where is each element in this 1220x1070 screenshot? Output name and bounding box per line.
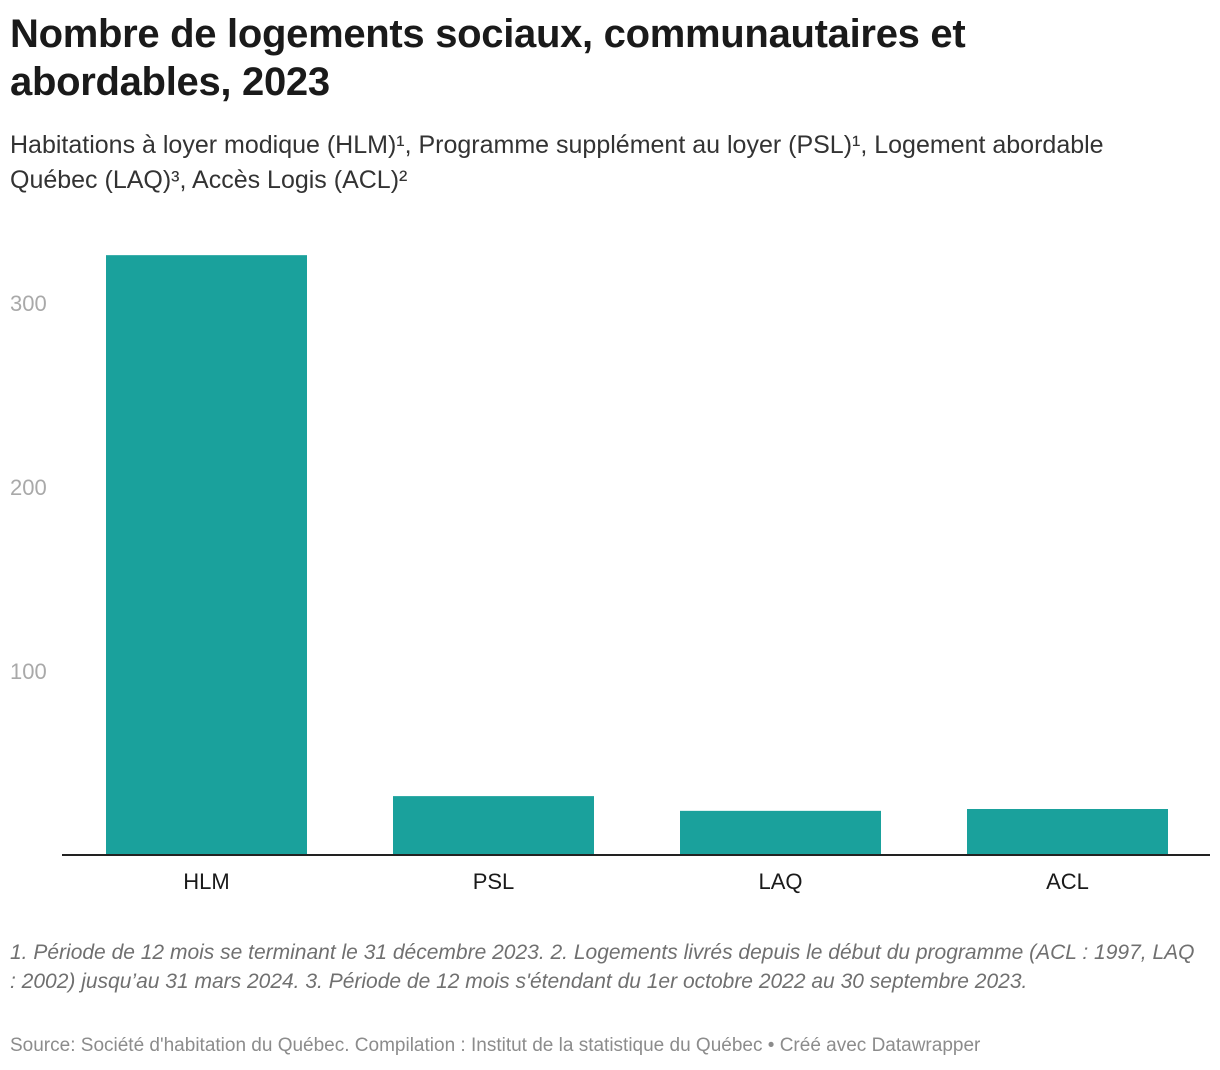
bar-acl[interactable] [967, 809, 1168, 855]
bar-chart: 100 200 300 HLM PSL LAQ ACL [10, 255, 1210, 894]
chart-title: Nombre de logements sociaux, communautai… [10, 12, 966, 104]
source-separator: • [762, 1035, 780, 1056]
bars [106, 255, 1168, 855]
bar-psl[interactable] [393, 796, 594, 855]
y-axis-ticks: 100 200 300 [10, 291, 47, 684]
x-tick-label-psl: PSL [473, 869, 515, 894]
source-text: Société d'habitation du Québec. Compilat… [80, 1035, 763, 1056]
source-line: Source: Société d'habitation du Québec. … [10, 1033, 1210, 1059]
bar-hlm[interactable] [106, 255, 307, 855]
x-tick-label-hlm: HLM [183, 869, 229, 894]
datawrapper-credit-link[interactable]: Créé avec Datawrapper [779, 1035, 981, 1056]
x-tick-label-laq: LAQ [758, 869, 802, 894]
chart-subtitle: Habitations à loyer modique (HLM)¹, Prog… [10, 131, 1104, 194]
y-tick-label: 100 [10, 659, 47, 684]
footnotes: 1. Période de 12 mois se terminant le 31… [10, 941, 1195, 993]
x-tick-label-acl: ACL [1046, 869, 1089, 894]
bar-laq[interactable] [680, 810, 881, 855]
y-tick-label: 200 [10, 475, 47, 500]
x-axis-labels: HLM PSL LAQ ACL [183, 869, 1089, 894]
source-prefix: Source: [10, 1035, 81, 1056]
y-tick-label: 300 [10, 291, 47, 316]
